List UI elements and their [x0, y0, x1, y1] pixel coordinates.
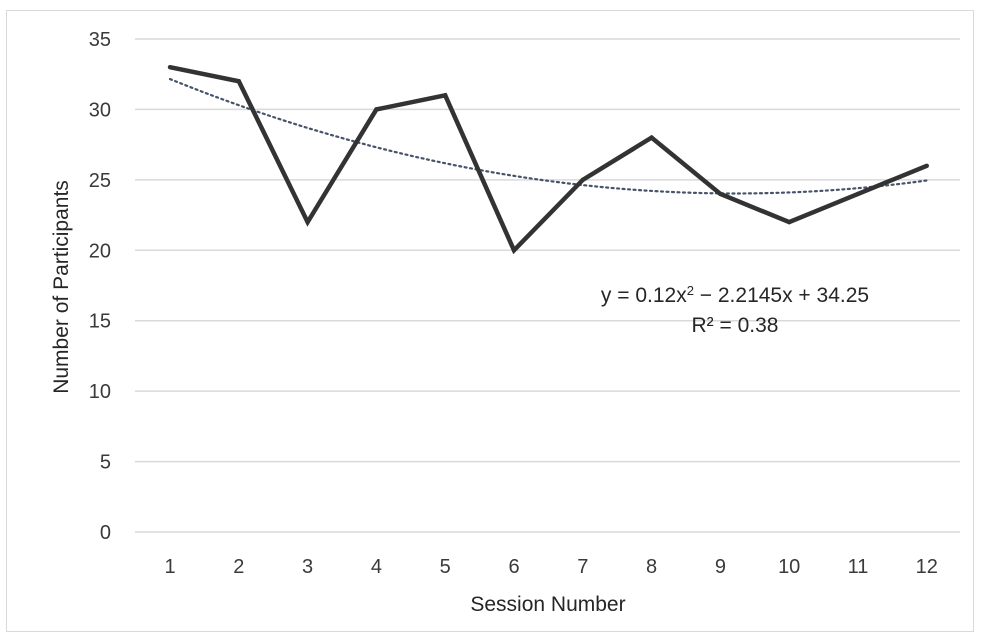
y-axis-title: Number of Participants	[50, 180, 73, 394]
y-tick-label: 30	[89, 99, 111, 121]
x-tick-label: 6	[508, 556, 519, 578]
chart-frame	[6, 10, 974, 632]
x-tick-label: 2	[233, 556, 244, 578]
data-point	[924, 163, 929, 168]
x-tick-label: 3	[302, 556, 313, 578]
y-tick-label: 20	[89, 240, 111, 262]
data-point	[511, 248, 517, 253]
r-squared-label: R² = 0.38	[692, 314, 779, 337]
data-point	[718, 191, 723, 197]
y-tick-label: 15	[89, 311, 111, 333]
equation-lhs: y = 0.12x	[601, 284, 687, 307]
data-point	[167, 64, 173, 70]
y-tick-label: 35	[89, 29, 111, 51]
x-axis-title: Session Number	[470, 593, 625, 616]
y-tick-label: 25	[89, 170, 111, 192]
trendline	[168, 77, 928, 195]
data-point	[787, 219, 792, 225]
x-tick-label: 5	[440, 556, 451, 578]
data-point	[374, 107, 379, 112]
data-point	[236, 79, 241, 84]
data-point	[649, 135, 654, 140]
y-tick-label: 5	[100, 452, 111, 474]
x-tick-label: 10	[778, 556, 800, 578]
x-tick-label: 11	[848, 556, 869, 578]
data-point	[580, 177, 585, 183]
x-tick-label: 8	[646, 556, 657, 578]
y-tick-labels: 0 5 10 15 20 25 30 35	[89, 29, 111, 544]
x-tick-label: 12	[916, 556, 938, 578]
x-tick-labels: 1 2 3 4 5 6 7 8 9 10 11 12	[164, 556, 937, 578]
y-tick-label: 0	[100, 522, 111, 544]
x-tick-label: 4	[371, 556, 382, 578]
x-tick-label: 7	[577, 556, 588, 578]
x-tick-label: 1	[164, 556, 175, 578]
series-line	[169, 64, 928, 255]
equation-rhs: − 2.2145x + 34.25	[694, 284, 869, 307]
data-point	[443, 93, 448, 98]
trendline-equation: y = 0.12x2 − 2.2145x + 34.25	[601, 283, 869, 308]
x-tick-label: 9	[715, 556, 726, 578]
equation-exponent: 2	[687, 283, 694, 298]
gridlines	[135, 38, 960, 533]
data-points	[167, 64, 929, 253]
data-point	[305, 219, 310, 225]
data-point	[855, 191, 861, 197]
y-tick-label: 10	[89, 381, 111, 403]
